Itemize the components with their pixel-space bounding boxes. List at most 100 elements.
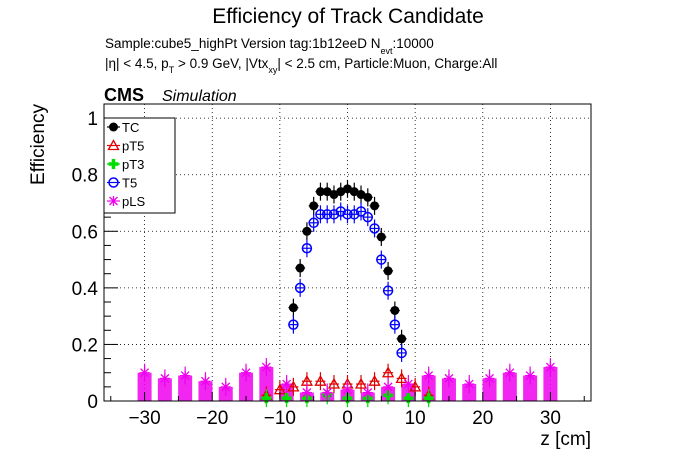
data-point [309,201,319,211]
data-point [383,266,393,276]
x-tick-label: 20 [472,408,493,429]
pls-bar [157,378,172,401]
data-point [261,393,272,404]
data-point [409,380,422,392]
data-point [355,206,367,217]
data-point [287,380,300,392]
x-tick-label: −10 [264,408,296,429]
data-point [302,226,312,236]
y-tick-label: 0.2 [72,335,98,356]
data-point [295,263,305,273]
data-point [281,393,292,404]
pls-bar [137,372,152,401]
subtitle-line2-part3: | < 2.5 cm, Particle:Muon, Charge:All [277,56,497,71]
data-point [241,367,251,378]
data-point [362,211,374,223]
data-point [288,303,298,313]
data-point [381,366,395,378]
data-point [403,393,414,404]
legend-item-t5: T5 [107,176,137,191]
subtitle-line2-sub1: T [169,65,175,75]
data-point [140,367,150,378]
data-point [397,334,407,344]
pls-bar [178,375,193,401]
legend-item-tc: TC [107,120,139,135]
data-point [369,223,380,234]
data-point [423,393,434,404]
data-point [294,282,306,294]
data-point [464,379,474,390]
data-point [109,122,118,132]
legend-label: pT5 [122,139,144,154]
pls-bar [482,378,497,401]
data-point [315,187,325,197]
data-point [327,377,341,389]
pls-bar [239,372,254,401]
legend-item-pt3: pT3 [107,157,144,172]
series-layer [139,179,556,408]
data-point [376,232,386,242]
chart-subtitle-line1: Sample:cube5_highPt Version tag:1b12eeD … [105,36,434,56]
legend: TC pT5 pT3 T5 pLS [103,117,176,214]
data-point [363,387,373,398]
y-tick-label: 0 [87,392,98,413]
cms-label: CMS [104,85,144,105]
cms-sublabel: Simulation [162,88,237,105]
legend-label: pLS [122,194,145,209]
series-pt5 [260,363,435,405]
data-point [302,387,312,398]
subtitle-line2-part2: > 0.9 GeV, |Vtx [174,56,268,71]
data-point [389,319,401,330]
data-point [444,373,454,384]
data-point [354,377,368,389]
data-point [390,305,400,315]
grid-lines [104,104,591,401]
data-point [525,370,535,381]
data-point [370,201,380,211]
data-point [314,374,327,386]
legend-item-pt5: pT5 [107,139,144,154]
data-point [107,139,120,151]
legend-label: pT3 [122,157,144,172]
y-tick-label: 0.4 [72,279,99,300]
pls-bar [259,367,274,401]
subtitle-line1-main: Sample:cube5_highPt Version tag:1b12eeD … [105,36,380,51]
legend-item-pls: pLS [107,194,145,209]
data-point [322,387,332,398]
legend-label: T5 [122,176,137,191]
data-point [382,285,394,296]
pls-bar [543,367,558,401]
data-point [108,159,119,169]
series-tc [288,179,407,348]
data-point [109,196,118,206]
x-axis-label: z [cm] [540,429,591,450]
subtitle-line1-sub: evt [380,46,393,56]
pls-bar [198,381,213,401]
data-point [368,374,381,386]
data-point [349,209,360,220]
x-tick-label: −30 [128,408,160,429]
x-tick-label: 10 [405,408,426,429]
chart-title: Efficiency of Track Candidate [212,5,484,28]
x-tick-label: 0 [342,408,353,429]
subtitle-line1-end: :10000 [392,36,433,51]
data-point [308,217,319,229]
legend-label: TC [122,120,139,135]
subtitle-line2-part1: |η| < 4.5, p [105,56,169,71]
data-point [545,362,555,373]
y-tick-label: 0.6 [72,222,98,243]
pls-bar [523,375,538,401]
data-point [335,206,346,217]
data-point [180,370,190,381]
axis-ticks: −30 −20 −10 0 10 20 30 0 0.2 0.4 0.6 0.8 1 [72,109,585,429]
data-point [395,372,408,384]
chart-subtitle-line2: |η| < 4.5, pT > 0.9 GeV, |Vtxxy| < 2.5 c… [105,56,497,75]
data-point [301,243,313,254]
y-tick-label: 1 [87,109,98,130]
data-point [485,373,495,384]
data-point [328,209,340,220]
data-point [505,367,515,378]
data-point [108,177,119,188]
data-point [221,381,231,392]
